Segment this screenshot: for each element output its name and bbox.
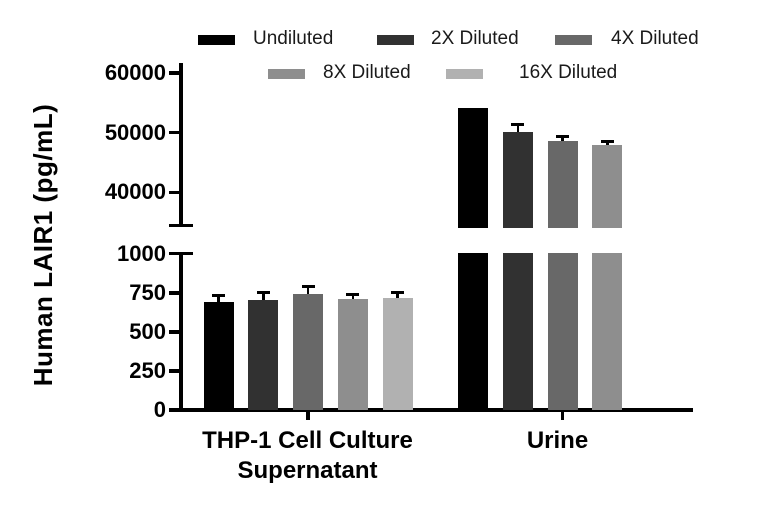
error-bar-cap-2x-diluted-thp1 bbox=[256, 290, 270, 294]
bar-2x-diluted-urine-upper bbox=[502, 132, 533, 229]
bar-undiluted-thp1 bbox=[203, 302, 234, 410]
error-bar-line-undiluted-thp1 bbox=[217, 295, 220, 303]
error-bar-line-4x-diluted-urine bbox=[561, 136, 564, 141]
error-bar-cap-undiluted-thp1 bbox=[212, 294, 225, 298]
error-bar-cap-16x-diluted-thp1 bbox=[391, 291, 404, 295]
error-bar-cap-2x-diluted-urine bbox=[511, 122, 525, 126]
y-tick bbox=[169, 190, 179, 195]
bar-undiluted-urine-lower bbox=[458, 252, 488, 410]
error-bar-line-2x-diluted-urine bbox=[516, 124, 519, 133]
y-axis-upper-segment bbox=[179, 63, 183, 227]
x-axis-line bbox=[179, 407, 693, 412]
error-bar-cap-4x-diluted-urine bbox=[556, 135, 569, 139]
bar-4x-diluted-urine-lower bbox=[547, 252, 578, 410]
bar-16x-diluted-thp1 bbox=[382, 298, 413, 410]
error-bar-cap-8x-diluted-urine bbox=[600, 140, 614, 144]
bar-2x-diluted-urine-lower bbox=[502, 252, 533, 410]
bar-2x-diluted-thp1 bbox=[248, 300, 279, 410]
legend-swatch-undiluted bbox=[198, 35, 235, 45]
y-tick bbox=[169, 369, 179, 373]
error-bar-line-8x-diluted-thp1 bbox=[351, 294, 354, 300]
bar-4x-diluted-thp1 bbox=[293, 294, 323, 410]
legend-label-4x: 4X Diluted bbox=[611, 28, 699, 49]
y-tick bbox=[169, 291, 179, 295]
category-label-urine: Urine bbox=[526, 427, 589, 454]
y-tick bbox=[169, 71, 179, 75]
y-tick-label: 0 bbox=[153, 397, 166, 422]
bar-8x-diluted-thp1 bbox=[337, 299, 368, 410]
legend-swatch-4x bbox=[555, 35, 592, 45]
y-tick-label: 50000 bbox=[104, 119, 166, 145]
error-bar-cap-4x-diluted-thp1 bbox=[301, 284, 315, 288]
bar-undiluted-urine-upper bbox=[458, 108, 488, 229]
legend-swatch-2x bbox=[377, 35, 414, 45]
category-label-thp1-line2: Supernatant bbox=[237, 457, 378, 484]
bar-4x-diluted-urine-upper bbox=[547, 141, 578, 229]
error-bar-line-2x-diluted-thp1 bbox=[262, 292, 265, 301]
legend-label-16x: 16X Diluted bbox=[519, 62, 618, 83]
x-tick-thp1 bbox=[306, 411, 310, 420]
y-tick bbox=[169, 130, 179, 135]
error-bar-cap-8x-diluted-thp1 bbox=[346, 292, 360, 296]
y-tick-label: 250 bbox=[129, 358, 166, 384]
y-tick-label: 500 bbox=[129, 319, 166, 345]
y-tick-label: 750 bbox=[129, 280, 166, 306]
y-axis-lower-segment bbox=[179, 251, 183, 411]
bar-8x-diluted-urine-lower bbox=[592, 252, 623, 410]
y-tick bbox=[169, 408, 179, 412]
y-tick-label: 60000 bbox=[104, 60, 166, 85]
error-bar-line-4x-diluted-thp1 bbox=[306, 286, 310, 295]
error-bar-line-16x-diluted-thp1 bbox=[396, 292, 399, 299]
y-tick-label: 40000 bbox=[104, 179, 166, 205]
axis-break-cap-lower bbox=[168, 251, 193, 256]
x-tick-urine bbox=[560, 411, 565, 420]
axis-break-cap-upper bbox=[168, 223, 193, 227]
category-label-thp1: THP-1 Cell Culture Supernatant bbox=[165, 426, 450, 486]
y-tick-label: 1000 bbox=[117, 241, 166, 267]
legend-swatch-16x bbox=[446, 69, 483, 79]
legend-swatch-8x bbox=[268, 69, 305, 79]
legend-label-8x: 8X Diluted bbox=[323, 62, 411, 83]
legend-label-undiluted: Undiluted bbox=[253, 28, 334, 49]
bar-8x-diluted-urine-upper bbox=[592, 144, 623, 229]
y-tick bbox=[169, 330, 179, 334]
legend-label-2x: 2X Diluted bbox=[431, 28, 519, 49]
y-axis-title: Human LAIR1 (pg/mL) bbox=[28, 103, 58, 387]
category-label-thp1-line1: THP-1 Cell Culture bbox=[202, 427, 413, 454]
